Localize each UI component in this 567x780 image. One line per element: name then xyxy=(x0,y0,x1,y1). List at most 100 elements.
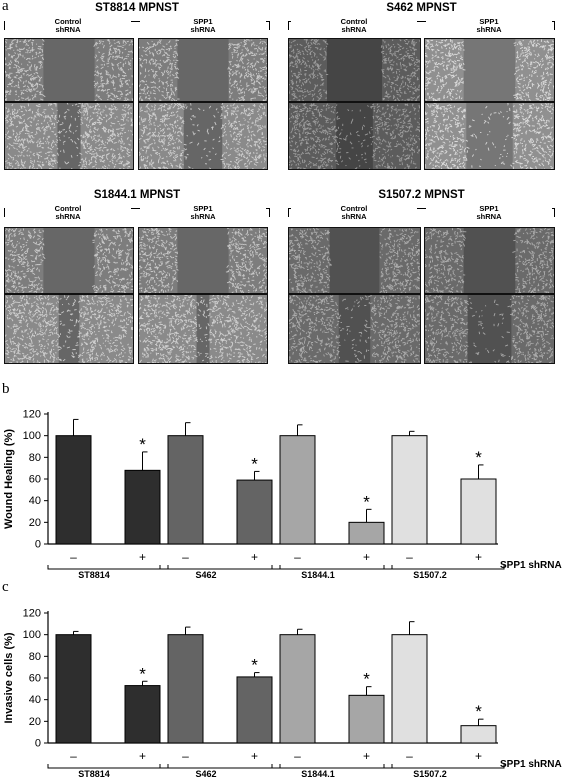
micrograph-texture xyxy=(289,39,420,101)
group-bracket xyxy=(4,21,270,30)
group-bracket xyxy=(159,764,281,769)
bar xyxy=(124,685,161,744)
bar xyxy=(167,435,204,545)
group-title: S1844.1 MPNST xyxy=(93,189,181,201)
condition-label: – xyxy=(182,550,189,564)
bar xyxy=(348,521,385,545)
micrograph-spp1-24h xyxy=(138,102,268,170)
condition-label: + xyxy=(139,550,146,564)
micrograph-control-24h xyxy=(288,102,421,170)
significance-mark: * xyxy=(139,664,146,683)
y-tick-label: 120 xyxy=(23,409,41,421)
micrograph-texture xyxy=(425,228,554,293)
micrograph-spp1-0h xyxy=(138,227,268,294)
condition-label: + xyxy=(251,550,258,564)
group-bracket xyxy=(271,764,393,769)
y-axis-label: Invasive cells (%) xyxy=(3,632,15,723)
spp1-label: SPP1 shRNA xyxy=(140,205,266,221)
micrograph-texture xyxy=(139,295,267,363)
micrograph-texture xyxy=(139,39,267,101)
condition-label: + xyxy=(475,550,482,564)
micrograph-texture xyxy=(289,228,420,293)
group-title: S462 MPNST xyxy=(386,2,457,14)
condition-axis-label: SPP1 shRNA xyxy=(500,759,562,770)
micrograph-control-24h xyxy=(4,102,134,170)
y-tick-label: 20 xyxy=(29,517,41,529)
y-tick-label: 60 xyxy=(29,673,41,685)
bar xyxy=(348,694,385,744)
panel-a-letter: a xyxy=(2,0,9,14)
y-tick-label: 60 xyxy=(29,474,41,486)
control-label: Control shRNA xyxy=(5,18,131,34)
y-tick-label: 80 xyxy=(29,452,41,464)
group-bracket xyxy=(47,565,169,570)
condition-label: – xyxy=(294,550,301,564)
group-label: ST8814 xyxy=(78,570,110,578)
bar xyxy=(236,479,273,545)
micrograph-control-0h xyxy=(4,38,134,102)
micrograph-texture xyxy=(425,103,554,169)
group-title: S1507.2 MPNST xyxy=(378,189,465,201)
micrograph-spp1-0h xyxy=(424,227,555,294)
group-label: S1844.1 xyxy=(301,570,335,578)
group-label: S462 xyxy=(195,570,216,578)
panel-b-letter: b xyxy=(2,381,10,397)
condition-label: – xyxy=(182,749,189,763)
micrograph-group-st8814: ST8814 MPNST Control shRNA SPP1 shRNA xyxy=(4,2,270,172)
micrograph-control-0h xyxy=(288,227,421,294)
group-label: S462 xyxy=(195,769,216,779)
bar xyxy=(279,634,316,744)
bar xyxy=(236,676,273,744)
condition-label: – xyxy=(406,749,413,763)
spp1-label: SPP1 shRNA xyxy=(140,18,266,34)
significance-mark: * xyxy=(139,435,146,454)
significance-mark: * xyxy=(363,670,370,689)
micrograph-group-s462: S462 MPNST Control shRNA SPP1 shRNA xyxy=(288,2,555,172)
bar xyxy=(55,634,92,744)
condition-label: + xyxy=(139,749,146,763)
bar xyxy=(279,435,316,545)
micrograph-texture xyxy=(139,228,267,293)
control-label: Control shRNA xyxy=(291,18,417,34)
condition-label: + xyxy=(363,749,370,763)
group-bracket xyxy=(159,565,281,570)
condition-label: – xyxy=(406,550,413,564)
group-bracket xyxy=(288,208,555,217)
y-axis-label: Wound Healing (%) xyxy=(3,429,15,529)
micrograph-control-24h xyxy=(288,294,421,364)
condition-label: – xyxy=(70,749,77,763)
micrograph-texture xyxy=(5,295,133,363)
wound-healing-chart: 0 20 40 60 80 100 120 Wound Healing (%) – * + ST881… xyxy=(3,409,562,579)
group-label: ST8814 xyxy=(78,769,110,779)
micrograph-control-0h xyxy=(4,227,134,294)
group-label: S1507.2 xyxy=(413,769,447,779)
micrograph-texture xyxy=(425,295,554,363)
bar xyxy=(460,478,497,545)
group-bracket xyxy=(271,565,393,570)
micrograph-texture xyxy=(425,39,554,101)
micrograph-texture xyxy=(5,39,133,101)
bar xyxy=(391,634,428,744)
micrograph-texture xyxy=(139,103,267,169)
control-label: Control shRNA xyxy=(291,205,417,221)
micrograph-spp1-0h xyxy=(138,38,268,102)
condition-label: + xyxy=(363,550,370,564)
group-bracket xyxy=(47,764,169,769)
y-tick-label: 20 xyxy=(29,716,41,728)
bar xyxy=(460,725,497,744)
spp1-label: SPP1 shRNA xyxy=(426,205,552,221)
significance-mark: * xyxy=(475,702,482,721)
y-tick-label: 120 xyxy=(23,608,41,620)
group-title: ST8814 MPNST xyxy=(95,2,179,14)
micrograph-spp1-24h xyxy=(424,102,555,170)
micrograph-spp1-24h xyxy=(138,294,268,364)
group-bracket xyxy=(288,21,555,30)
significance-mark: * xyxy=(251,454,258,473)
significance-mark: * xyxy=(251,656,258,675)
spp1-label: SPP1 shRNA xyxy=(426,18,552,34)
group-bracket xyxy=(4,208,270,217)
condition-label: + xyxy=(475,749,482,763)
significance-mark: * xyxy=(363,492,370,511)
y-tick-label: 80 xyxy=(29,651,41,663)
micrograph-texture xyxy=(5,103,133,169)
